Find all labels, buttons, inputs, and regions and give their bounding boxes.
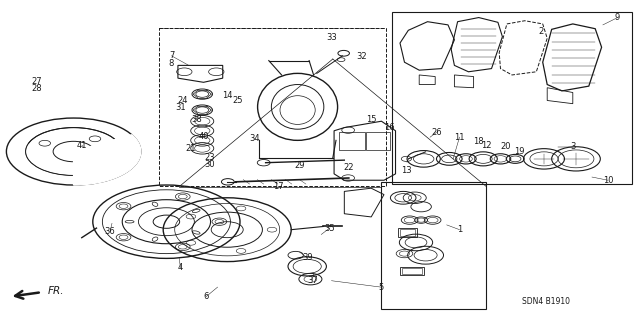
- Text: 35: 35: [324, 224, 335, 233]
- Bar: [159, 28, 386, 186]
- Text: 7: 7: [169, 51, 174, 60]
- Text: 17: 17: [273, 182, 284, 191]
- Text: 4: 4: [178, 263, 183, 272]
- Text: 18: 18: [474, 137, 484, 146]
- Text: 24: 24: [177, 96, 188, 105]
- Text: 8: 8: [169, 59, 174, 68]
- Text: 19: 19: [515, 147, 525, 156]
- Bar: [398, 228, 417, 237]
- Text: 27: 27: [32, 77, 42, 86]
- Text: 3: 3: [570, 142, 575, 151]
- Bar: [339, 132, 365, 150]
- Text: 21: 21: [186, 144, 196, 153]
- Bar: [392, 12, 632, 184]
- Bar: [366, 132, 390, 150]
- Text: 22: 22: [344, 163, 354, 172]
- Bar: [402, 268, 422, 274]
- Text: 34: 34: [250, 134, 260, 143]
- Text: 26: 26: [431, 128, 442, 137]
- Text: 37: 37: [307, 276, 317, 285]
- Text: 40: 40: [198, 132, 209, 141]
- Text: 16: 16: [384, 123, 394, 132]
- Text: FR.: FR.: [48, 286, 65, 296]
- Text: 41: 41: [77, 141, 87, 150]
- Text: 38: 38: [192, 115, 202, 124]
- Text: 14: 14: [222, 91, 232, 100]
- Text: 39: 39: [302, 253, 312, 262]
- Text: 28: 28: [32, 84, 42, 93]
- Text: 15: 15: [366, 115, 376, 124]
- Text: 1: 1: [457, 225, 462, 234]
- Text: 10: 10: [603, 176, 613, 185]
- Text: 9: 9: [615, 13, 620, 22]
- Text: 33: 33: [326, 33, 337, 42]
- Bar: [400, 229, 415, 236]
- Bar: [381, 182, 486, 309]
- Polygon shape: [74, 135, 141, 185]
- Bar: [400, 267, 424, 275]
- Text: 5: 5: [378, 283, 383, 292]
- Text: 11: 11: [454, 133, 465, 142]
- Text: 20: 20: [500, 142, 511, 151]
- Text: 23: 23: [205, 153, 215, 162]
- Text: SDN4 B1910: SDN4 B1910: [522, 297, 570, 306]
- Text: 13: 13: [401, 166, 412, 175]
- Text: 32: 32: [356, 52, 367, 61]
- Text: 30: 30: [205, 160, 215, 169]
- Text: 2: 2: [538, 27, 543, 36]
- Text: 6: 6: [204, 292, 209, 301]
- Text: 12: 12: [481, 141, 492, 150]
- Text: 29: 29: [294, 161, 305, 170]
- Text: 25: 25: [233, 96, 243, 105]
- Text: 31: 31: [175, 103, 186, 112]
- Text: 36: 36: [105, 227, 115, 236]
